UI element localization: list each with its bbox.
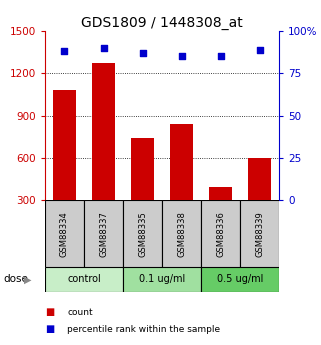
Text: percentile rank within the sample: percentile rank within the sample <box>67 325 221 334</box>
Bar <box>248 158 272 200</box>
Text: GSM88338: GSM88338 <box>177 211 186 257</box>
Point <box>62 49 67 54</box>
Bar <box>201 267 279 292</box>
Text: GSM88334: GSM88334 <box>60 211 69 257</box>
Point <box>101 45 106 51</box>
Text: ▶: ▶ <box>24 275 31 284</box>
Text: ■: ■ <box>45 325 54 334</box>
Text: GSM88339: GSM88339 <box>255 211 264 257</box>
Bar <box>92 63 115 200</box>
Point <box>140 50 145 56</box>
Text: GSM88336: GSM88336 <box>216 211 225 257</box>
Bar <box>131 138 154 200</box>
Point <box>257 47 262 52</box>
Text: GSM88335: GSM88335 <box>138 211 147 257</box>
Bar <box>123 200 162 267</box>
Text: 0.5 ug/ml: 0.5 ug/ml <box>217 275 264 284</box>
Text: ■: ■ <box>45 307 54 317</box>
Bar <box>45 267 123 292</box>
Bar <box>170 124 193 200</box>
Text: 0.1 ug/ml: 0.1 ug/ml <box>139 275 185 284</box>
Bar <box>84 200 123 267</box>
Bar <box>240 200 279 267</box>
Bar <box>201 200 240 267</box>
Title: GDS1809 / 1448308_at: GDS1809 / 1448308_at <box>81 16 243 30</box>
Text: dose: dose <box>3 275 28 284</box>
Text: GSM88337: GSM88337 <box>99 211 108 257</box>
Point <box>179 54 184 59</box>
Bar <box>123 267 201 292</box>
Point <box>218 54 223 59</box>
Bar <box>53 90 76 200</box>
Text: control: control <box>67 275 101 284</box>
Bar <box>209 187 232 200</box>
Bar <box>162 200 201 267</box>
Bar <box>45 200 84 267</box>
Text: count: count <box>67 308 93 317</box>
